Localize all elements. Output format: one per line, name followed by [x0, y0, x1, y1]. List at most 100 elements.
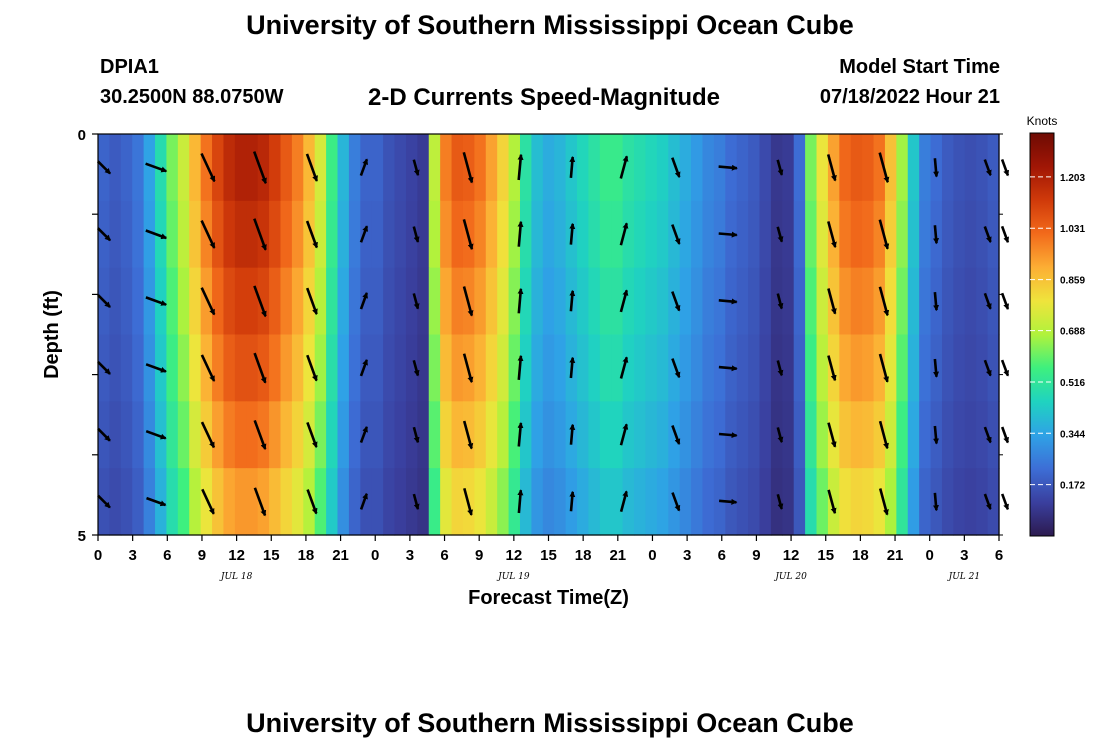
heatmap-cell [702, 200, 715, 269]
heatmap-cell [793, 401, 806, 469]
heatmap-cell [782, 267, 795, 336]
heatmap-cell [759, 200, 772, 269]
heatmap-cell [337, 468, 350, 536]
heatmap-cell [234, 134, 247, 202]
heatmap-cell [223, 134, 236, 202]
heatmap-cell [599, 200, 612, 269]
heatmap-cell [759, 401, 772, 469]
heatmap-cell [668, 468, 681, 536]
heatmap-cell [919, 200, 932, 269]
heatmap-cell [588, 468, 601, 536]
colorbar-gradient [1029, 132, 1055, 537]
heatmap-cell [508, 200, 521, 269]
y-axis-label: Depth (ft) [41, 290, 63, 379]
heatmap-cell [759, 334, 772, 402]
heatmap-cell [257, 200, 270, 269]
colorbar-tick-label: 0.172 [1060, 481, 1085, 492]
heatmap-cell [622, 134, 635, 202]
heatmap-cell [941, 200, 954, 269]
heatmap-cell [143, 267, 156, 336]
current-vector [983, 159, 992, 177]
heatmap-cell [907, 401, 920, 469]
heatmap-cell [177, 267, 190, 336]
heatmap-cell [941, 134, 954, 202]
heatmap-cell [428, 468, 441, 536]
heatmap-cell [759, 134, 772, 202]
heatmap-cell [474, 267, 487, 336]
current-vector [776, 226, 784, 243]
heatmap-cell [497, 468, 510, 536]
heatmap-cell [542, 334, 555, 402]
x-tick-label: 0 [648, 547, 656, 564]
heatmap-cell [394, 267, 407, 336]
heatmap-cell [485, 334, 498, 402]
colorbar-tick-label: 1.031 [1060, 224, 1085, 235]
heatmap-cell [109, 134, 122, 202]
heatmap-cell [246, 468, 259, 536]
heatmap-cell [554, 334, 567, 402]
heatmap-cell [200, 334, 213, 402]
heatmap-cell [519, 134, 532, 202]
current-vector [827, 288, 837, 315]
heatmap-cell [234, 334, 247, 402]
heatmap-cell [577, 267, 590, 336]
current-vector [933, 291, 940, 312]
heatmap-cell [953, 267, 966, 336]
heatmap-cell [303, 334, 316, 402]
heatmap-cell [987, 200, 1000, 269]
heatmap-cell [474, 334, 487, 402]
heatmap-cell [827, 334, 840, 402]
current-vector [827, 355, 837, 382]
heatmap-cell [896, 334, 909, 402]
heatmap-cell [440, 468, 453, 536]
current-vector [412, 159, 420, 177]
heatmap-cell [919, 468, 932, 536]
heatmap-cell [827, 200, 840, 269]
heatmap-cell [109, 267, 122, 336]
heatmap-cell [109, 401, 122, 469]
heatmap-cell [919, 401, 932, 469]
heatmap-cell [622, 468, 635, 536]
heatmap-cell [326, 267, 339, 336]
heatmap-cell [953, 401, 966, 469]
heatmap-cell [691, 267, 704, 336]
model-start-label: Model Start Time [839, 56, 1000, 78]
x-tick-label: 15 [817, 547, 834, 564]
heatmap-cell [736, 468, 749, 536]
current-vector [462, 151, 474, 184]
heatmap-cell [394, 134, 407, 202]
heatmap-cell [166, 468, 179, 536]
current-vector [517, 220, 524, 247]
heatmap-cell [645, 401, 658, 469]
heatmap-cell [497, 401, 510, 469]
heatmap-cell [143, 134, 156, 202]
heatmap-cell [531, 267, 544, 336]
heatmap-cell [383, 401, 396, 469]
heatmap-cell [269, 267, 282, 336]
heatmap-cell [976, 401, 989, 469]
x-tick-label: 6 [718, 547, 726, 564]
heatmap-cell [177, 468, 190, 536]
heatmap-cell [976, 134, 989, 202]
heatmap-cell [508, 334, 521, 402]
heatmap-cell [782, 468, 795, 536]
x-tick-label: 9 [198, 547, 206, 564]
current-vector [145, 363, 167, 373]
heatmap-cell [736, 267, 749, 336]
heatmap-cell [850, 134, 863, 202]
heatmap-cell [531, 468, 544, 536]
heatmap-cell [884, 200, 897, 269]
heatmap-cell [588, 200, 601, 269]
heatmap-cell [554, 200, 567, 269]
heatmap-cell [634, 134, 647, 202]
heatmap-cell [497, 334, 510, 402]
heatmap-cell [599, 334, 612, 402]
current-vector [252, 151, 267, 185]
heatmap-cell [223, 468, 236, 536]
x-tick-label: 9 [475, 547, 483, 564]
x-tick-label: 3 [406, 547, 414, 564]
heatmap-cell [189, 134, 202, 202]
heatmap-cell [337, 200, 350, 269]
heatmap-cell [542, 267, 555, 336]
heatmap-cell [531, 134, 544, 202]
